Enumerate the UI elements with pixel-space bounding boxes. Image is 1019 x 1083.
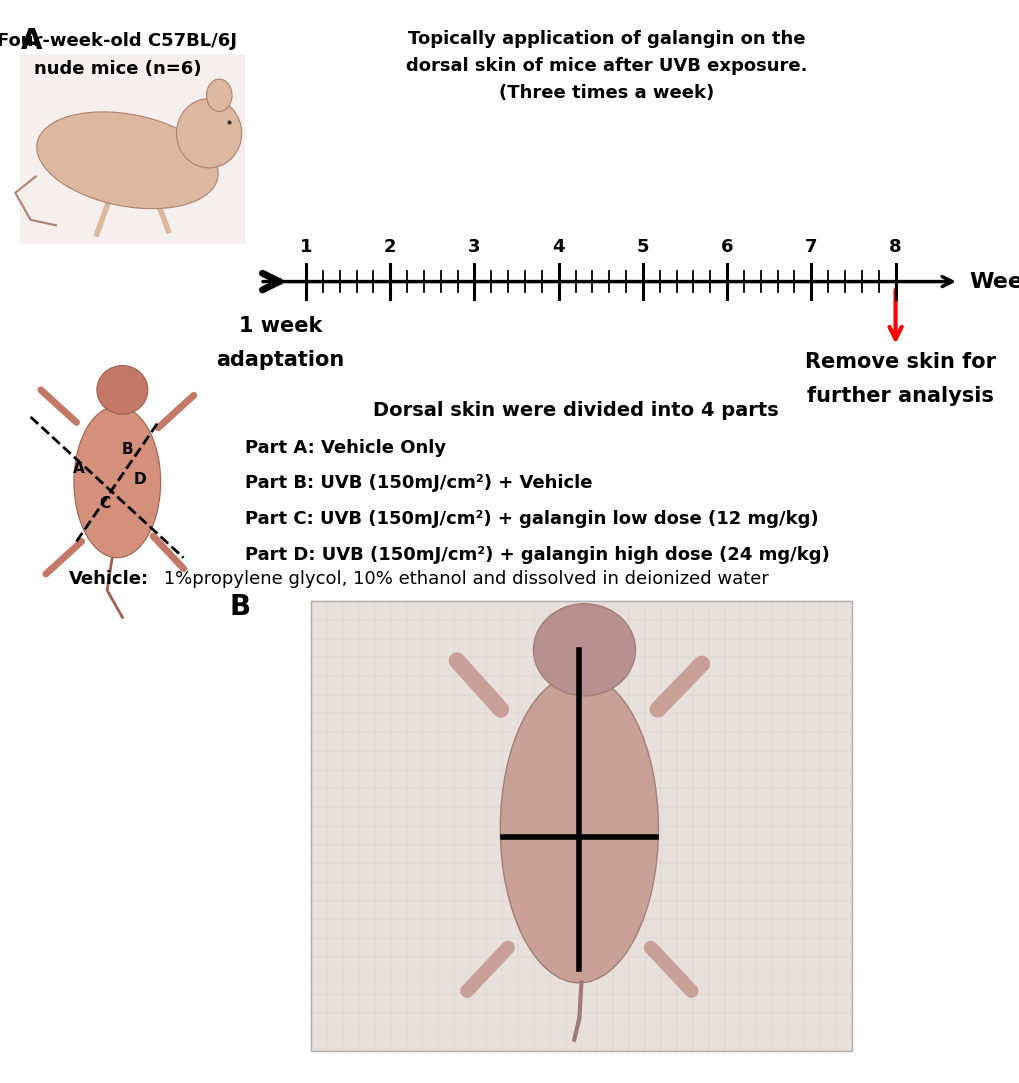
Text: 5: 5 [636, 237, 648, 256]
Text: further analysis: further analysis [806, 386, 994, 405]
Text: Vehicle:: Vehicle: [69, 570, 150, 588]
Text: Weeks: Weeks [968, 272, 1019, 291]
Text: B: B [229, 593, 251, 622]
Text: 7: 7 [804, 237, 817, 256]
Text: A: A [72, 461, 85, 477]
Text: 1: 1 [300, 237, 312, 256]
Ellipse shape [499, 674, 658, 983]
Text: Part C: UVB (150mJ/cm²) + galangin low dose (12 mg/kg): Part C: UVB (150mJ/cm²) + galangin low d… [245, 510, 817, 529]
Text: 6: 6 [720, 237, 733, 256]
Text: Dorsal skin were divided into 4 parts: Dorsal skin were divided into 4 parts [373, 401, 779, 420]
Text: nude mice (n=6): nude mice (n=6) [34, 60, 201, 78]
Bar [20, 54, 245, 244]
Text: C: C [100, 496, 110, 511]
Text: adaptation: adaptation [216, 350, 344, 369]
Ellipse shape [533, 603, 635, 696]
Text: Part B: UVB (150mJ/cm²) + Vehicle: Part B: UVB (150mJ/cm²) + Vehicle [245, 474, 592, 493]
Text: 3: 3 [468, 237, 480, 256]
Ellipse shape [97, 366, 148, 414]
Text: Remove skin for: Remove skin for [804, 352, 996, 371]
Ellipse shape [74, 406, 161, 558]
Text: dorsal skin of mice after UVB exposure.: dorsal skin of mice after UVB exposure. [406, 57, 807, 76]
Text: Part A: Vehicle Only: Part A: Vehicle Only [245, 439, 445, 457]
Text: Topically application of galangin on the: Topically application of galangin on the [408, 30, 805, 49]
Text: A: A [20, 27, 42, 55]
Text: 2: 2 [383, 237, 396, 256]
Text: Part D: UVB (150mJ/cm²) + galangin high dose (24 mg/kg): Part D: UVB (150mJ/cm²) + galangin high … [245, 546, 828, 564]
Text: 4: 4 [552, 237, 565, 256]
Text: D: D [133, 472, 146, 487]
Text: 1%propylene glycol, 10% ethanol and dissolved in deionized water: 1%propylene glycol, 10% ethanol and diss… [158, 570, 768, 588]
Text: 1 week: 1 week [238, 316, 322, 336]
Text: 8: 8 [889, 237, 901, 256]
Ellipse shape [37, 112, 218, 209]
Circle shape [176, 99, 242, 168]
Bar [311, 601, 851, 1051]
Text: B: B [121, 442, 133, 457]
Text: Four-week-old C57BL/6J: Four-week-old C57BL/6J [0, 32, 237, 51]
Text: (Three times a week): (Three times a week) [498, 84, 714, 103]
Ellipse shape [206, 79, 232, 112]
